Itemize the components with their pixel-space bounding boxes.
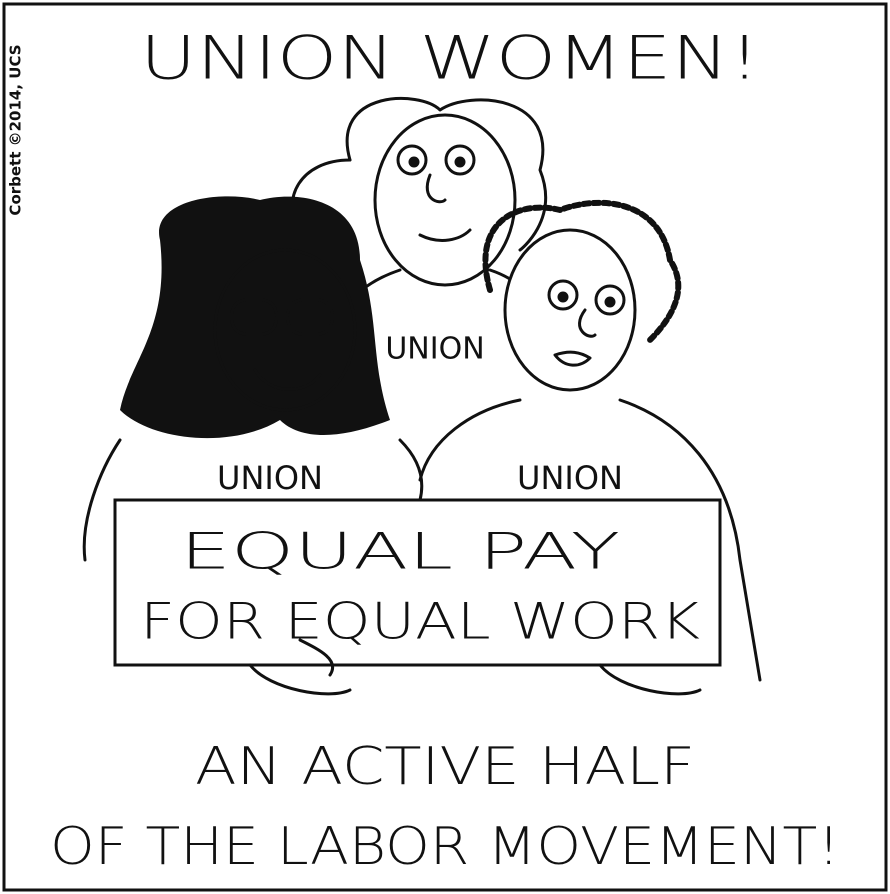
credit: Corbett ©2014, UCS [7, 44, 25, 215]
cartoon: Corbett ©2014, UCS UNION WOMEN! UNION UN… [0, 0, 890, 894]
shirt-label: UNION [385, 332, 484, 367]
shirt-label: UNION [517, 459, 623, 497]
title: UNION WOMEN! [140, 24, 760, 94]
shirt-label: UNION [217, 459, 323, 497]
sign-line: EQUAL PAY [180, 523, 620, 581]
sign-line: FOR EQUAL WORK [140, 593, 700, 651]
caption-line: AN ACTIVE HALF [195, 737, 695, 797]
caption-line: OF THE LABOR MOVEMENT! [50, 817, 840, 877]
